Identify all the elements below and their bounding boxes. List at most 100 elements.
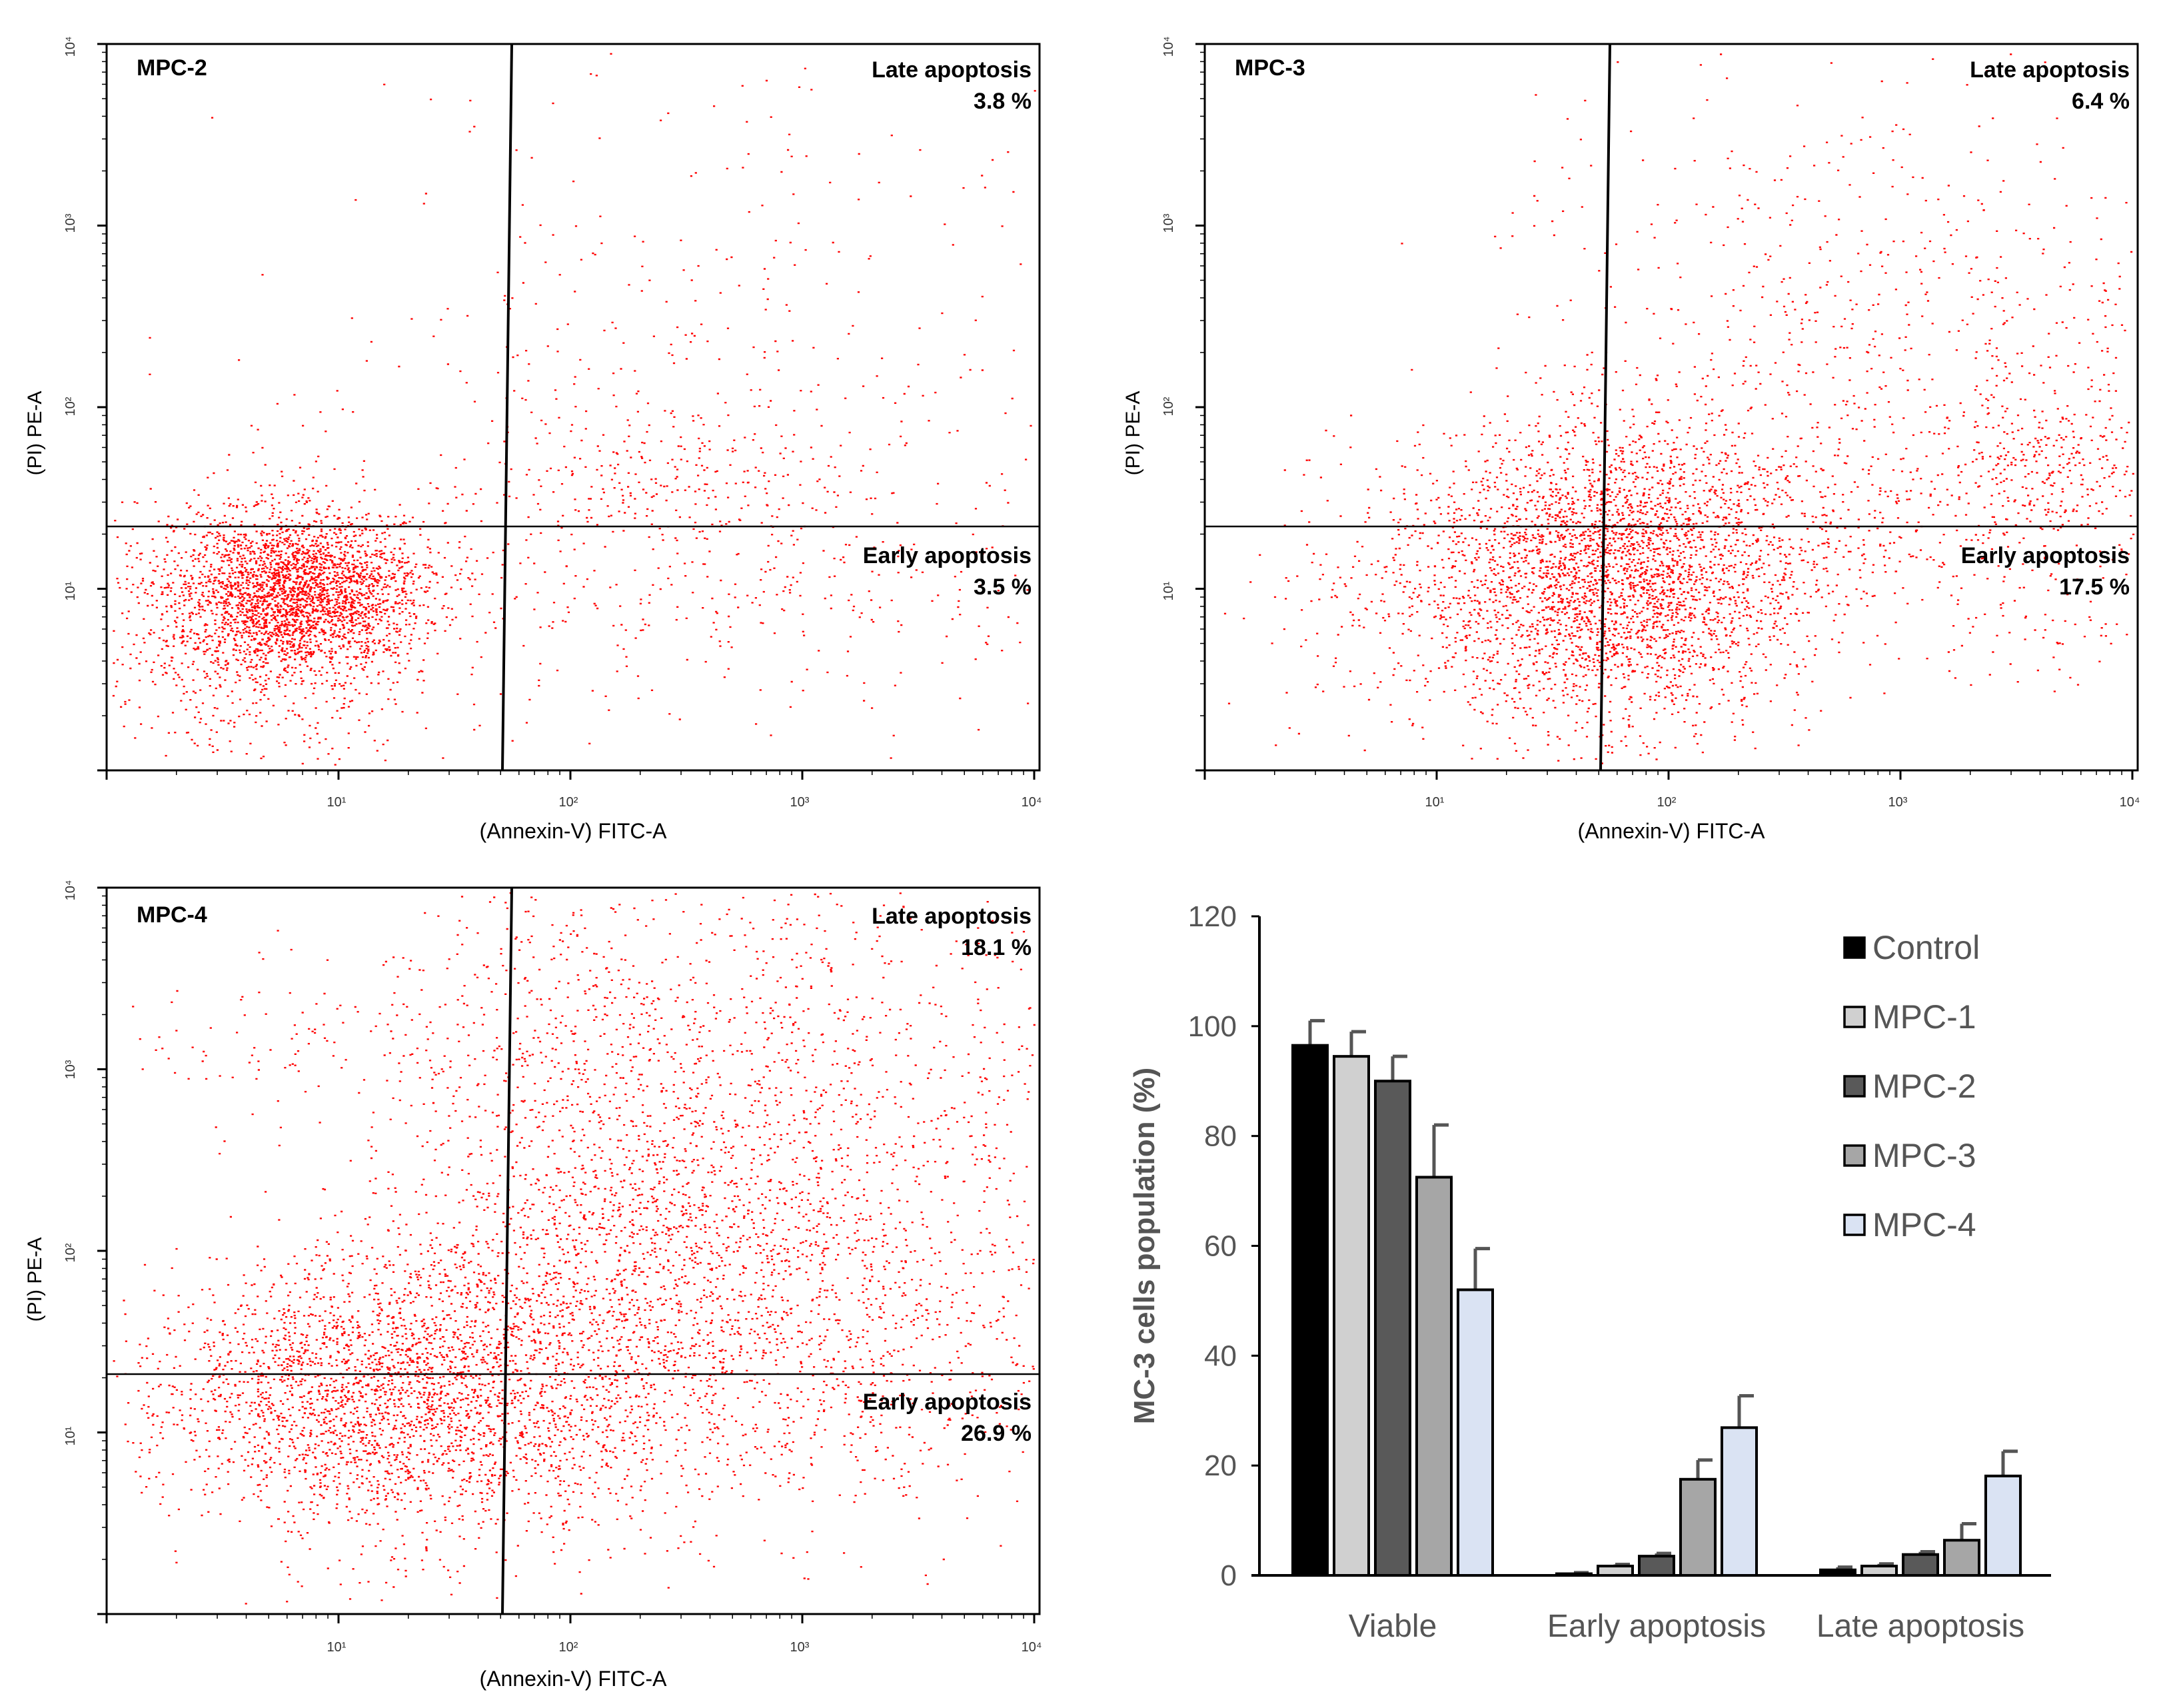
- y-tick-label: 10²: [63, 397, 78, 416]
- dot-cloud: [113, 892, 1036, 1605]
- dot-cloud: [112, 53, 1036, 766]
- x-axis-label: (Annexin-V) FITC-A: [480, 819, 668, 843]
- legend-label: MPC-1: [1872, 998, 1976, 1036]
- legend-label: MPC-3: [1872, 1137, 1976, 1174]
- bar-control-viable: [1291, 1044, 1329, 1577]
- early-apoptosis-label: Early apoptosis: [863, 1389, 1032, 1415]
- bar-mpc-2-early-apoptosis: [1638, 1555, 1675, 1577]
- legend-label: MPC-2: [1872, 1068, 1976, 1105]
- early-apoptosis-value: 26.9 %: [961, 1421, 1032, 1446]
- x-tick-label: 10³: [790, 795, 810, 810]
- bar-mpc-1-late-apoptosis: [1860, 1564, 1898, 1577]
- legend-swatch: [1843, 936, 1866, 959]
- late-apoptosis-label: Late apoptosis: [1970, 57, 2130, 83]
- bar-control-early-apoptosis: [1555, 1572, 1593, 1577]
- flow-panel-mpc-4: MPC-4 Late apoptosis 18.1 % Early apopto…: [24, 880, 1042, 1691]
- bar-mpc-3-late-apoptosis: [1943, 1539, 1980, 1577]
- late-apoptosis-value: 18.1 %: [961, 935, 1032, 960]
- y-tick-label: 10³: [63, 1060, 78, 1079]
- axis-ticks: [97, 886, 1036, 1623]
- y-axis-label: (PI) PE-A: [24, 391, 46, 476]
- gate-vertical: [501, 43, 513, 771]
- gate-vertical: [501, 887, 513, 1615]
- bar-mpc-4-late-apoptosis: [1984, 1474, 2022, 1577]
- x-tick-label: 10³: [1888, 795, 1908, 810]
- bar-chart: 0 20 40 60 80 100 120 MC-3 cells population (%)…: [1128, 900, 2051, 1644]
- x-tick-label: 10²: [559, 1640, 578, 1655]
- event-dots: [112, 53, 1036, 766]
- y-tick-label: 10¹: [1161, 581, 1176, 600]
- gate-vertical: [1599, 43, 1611, 771]
- y-axis-label: (PI) PE-A: [24, 1238, 46, 1322]
- y-tick-label: 60: [1204, 1230, 1237, 1263]
- y-tick-label: 20: [1204, 1449, 1237, 1482]
- y-tick-label: 10¹: [63, 581, 78, 600]
- x-axis-label: (Annexin-V) FITC-A: [1578, 819, 1766, 843]
- flow-panel-mpc-3: MPC-3 Late apoptosis 6.4 % Early apoptos…: [1122, 37, 2140, 843]
- late-apoptosis-label: Late apoptosis: [872, 57, 1032, 83]
- y-tick-label: 10⁴: [63, 880, 78, 901]
- y-tick-label: 10³: [63, 213, 78, 233]
- bar-mpc-4-early-apoptosis: [1721, 1426, 1758, 1577]
- legend-label: MPC-4: [1872, 1206, 1976, 1244]
- y-tick-label: 100: [1188, 1010, 1237, 1043]
- x-tick-label: 10²: [1657, 795, 1677, 810]
- bar-control-late-apoptosis: [1819, 1568, 1856, 1577]
- y-axis-label: MC-3 cells population (%): [1128, 1068, 1161, 1424]
- flow-panel-mpc-2: MPC-2 Late apoptosis 3.8 % Early apoptos…: [24, 37, 1042, 843]
- category-label: Late apoptosis: [1816, 1609, 2024, 1644]
- legend-label: Control: [1872, 929, 1980, 966]
- x-tick-label: 10¹: [327, 795, 347, 810]
- sample-label: MPC-2: [137, 55, 207, 81]
- x-tick-label: 10²: [559, 795, 578, 810]
- late-apoptosis-value: 3.8 %: [974, 89, 1032, 114]
- y-tick-label: 10²: [1161, 397, 1176, 416]
- x-tick-label: 10⁴: [1022, 1640, 1042, 1655]
- bar-mpc-1-early-apoptosis: [1597, 1564, 1634, 1577]
- late-apoptosis-label: Late apoptosis: [872, 904, 1032, 929]
- event-dots: [1223, 53, 2135, 764]
- axis-ticks: [97, 43, 1036, 780]
- early-apoptosis-value: 3.5 %: [974, 574, 1032, 600]
- bar-mpc-1-viable: [1333, 1055, 1370, 1577]
- y-tick-label: 0: [1221, 1559, 1237, 1592]
- y-tick-label: 10⁴: [1161, 37, 1176, 57]
- y-tick-label: 10¹: [63, 1426, 78, 1445]
- category-label: Viable: [1349, 1609, 1437, 1644]
- late-apoptosis-value: 6.4 %: [2072, 89, 2130, 114]
- bar-mpc-3-viable: [1415, 1176, 1453, 1577]
- bar-mpc-3-early-apoptosis: [1679, 1477, 1717, 1577]
- legend-swatch: [1843, 1006, 1866, 1028]
- x-tick-label: 10¹: [1425, 795, 1445, 810]
- bar-mpc-4-viable: [1457, 1288, 1494, 1577]
- event-dots: [113, 892, 1036, 1605]
- bar-mpc-2-viable: [1374, 1080, 1411, 1577]
- y-tick-label: 120: [1188, 900, 1237, 933]
- axis-ticks: [1195, 43, 2134, 780]
- x-tick-label: 10¹: [327, 1640, 347, 1655]
- early-apoptosis-label: Early apoptosis: [1961, 543, 2130, 568]
- x-axis-label: (Annexin-V) FITC-A: [480, 1667, 668, 1691]
- y-axis-label: (PI) PE-A: [1122, 391, 1144, 476]
- legend-swatch: [1843, 1075, 1866, 1098]
- y-tick-label: 80: [1204, 1120, 1237, 1153]
- x-tick-label: 10⁴: [2120, 795, 2140, 810]
- y-tick-label: 40: [1204, 1339, 1237, 1372]
- bar-mpc-2-late-apoptosis: [1902, 1553, 1939, 1577]
- legend-swatch: [1843, 1144, 1866, 1167]
- x-tick-label: 10³: [790, 1640, 810, 1655]
- sample-label: MPC-4: [137, 902, 207, 928]
- sample-label: MPC-3: [1235, 55, 1305, 81]
- y-tick-label: 10³: [1161, 213, 1176, 233]
- legend-swatch: [1843, 1214, 1866, 1236]
- x-tick-label: 10⁴: [1022, 795, 1042, 810]
- y-tick-label: 10⁴: [63, 37, 78, 57]
- y-tick-label: 10²: [63, 1243, 78, 1262]
- category-label: Early apoptosis: [1547, 1609, 1766, 1644]
- early-apoptosis-label: Early apoptosis: [863, 543, 1032, 568]
- dot-cloud: [1223, 53, 2135, 764]
- early-apoptosis-value: 17.5 %: [2059, 574, 2130, 600]
